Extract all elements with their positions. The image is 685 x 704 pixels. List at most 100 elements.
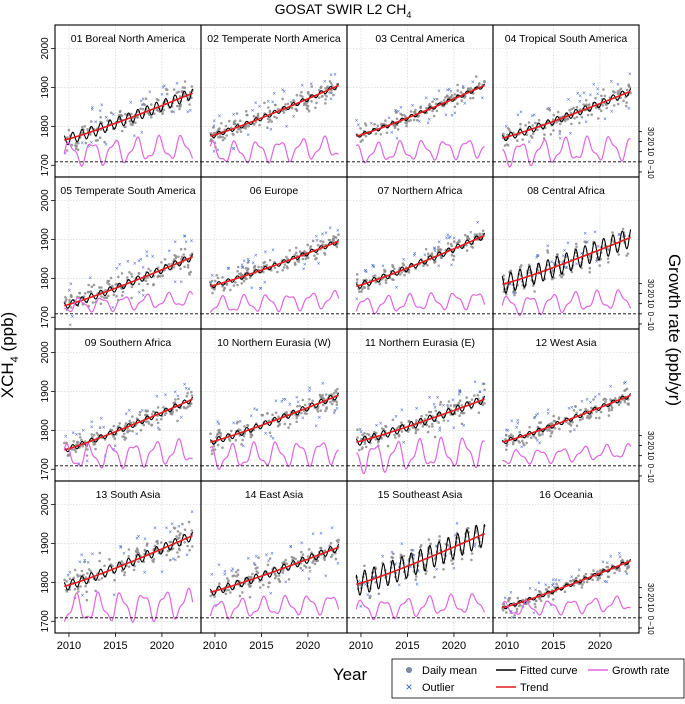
daily-mean-point [136, 115, 139, 119]
daily-mean-point [254, 120, 258, 124]
daily-mean-point [557, 417, 561, 421]
daily-mean-point [536, 425, 540, 429]
daily-mean-point [502, 274, 506, 277]
daily-mean-point [109, 111, 113, 115]
outlier-point: × [609, 385, 613, 391]
outlier-point: × [241, 444, 245, 450]
growth-tick-label: 10 [646, 299, 655, 308]
outlier-point: × [366, 593, 370, 599]
outlier-point: × [610, 109, 614, 115]
outlier-point: × [321, 382, 325, 388]
outlier-point: × [87, 144, 91, 150]
daily-mean-point [410, 548, 413, 552]
outlier-point: × [145, 250, 149, 256]
daily-mean-point [218, 582, 221, 585]
daily-mean-point [190, 529, 193, 532]
daily-mean-point [483, 402, 486, 405]
outlier-point: × [81, 593, 85, 599]
outlier-point: × [180, 416, 184, 422]
daily-mean-point [470, 398, 474, 401]
outlier-point: × [153, 526, 157, 532]
daily-mean-point [320, 95, 324, 98]
daily-mean-point [407, 119, 411, 123]
outlier-point: × [578, 94, 582, 100]
daily-mean-point [400, 430, 404, 433]
daily-mean-point [307, 109, 311, 113]
daily-mean-point [420, 414, 423, 418]
growth-rate-line [209, 135, 339, 164]
daily-mean-point [595, 410, 598, 414]
daily-mean-point [225, 589, 228, 592]
outlier-point: × [288, 403, 292, 409]
daily-mean-point [363, 286, 367, 289]
daily-mean-point [70, 295, 73, 299]
daily-mean-point [166, 549, 170, 553]
daily-mean-point [604, 398, 608, 401]
daily-mean-point [161, 274, 164, 278]
panel-16: ××××××××××××××××××××××××××16 Oceania [492, 480, 640, 634]
daily-mean-point [390, 555, 394, 559]
x-tick-label: 2015 [249, 640, 273, 652]
daily-mean-point [511, 442, 515, 446]
daily-mean-point [425, 106, 428, 110]
daily-mean-point [397, 433, 401, 437]
daily-mean-point [580, 115, 584, 119]
outlier-point: × [515, 426, 519, 432]
daily-mean-point [575, 411, 578, 415]
outlier-point: × [478, 390, 482, 396]
daily-mean-point [308, 398, 311, 401]
daily-mean-point [386, 444, 390, 448]
daily-mean-point [505, 448, 508, 452]
daily-mean-point [179, 247, 183, 251]
daily-mean-point [610, 408, 614, 412]
daily-mean-point [284, 558, 288, 562]
daily-mean-point [180, 255, 184, 259]
outlier-point: × [533, 416, 537, 422]
daily-mean-point [123, 424, 127, 428]
outlier-point: × [453, 111, 457, 117]
daily-mean-point [112, 293, 116, 297]
outlier-point: × [270, 552, 274, 558]
daily-mean-point [525, 441, 528, 445]
daily-mean-point [212, 126, 215, 129]
daily-mean-point [244, 127, 247, 130]
daily-mean-point [524, 124, 527, 127]
daily-mean-point [552, 419, 556, 423]
daily-mean-point [238, 272, 241, 276]
daily-mean-point [174, 398, 177, 401]
daily-mean-point [452, 258, 455, 262]
outlier-point: × [433, 246, 437, 252]
panel-title: 03 Central America [375, 33, 464, 45]
daily-mean-point [552, 414, 555, 418]
outlier-point: × [174, 558, 178, 564]
daily-mean-point [169, 558, 172, 562]
outlier-point: × [436, 396, 440, 402]
daily-mean-point [92, 283, 96, 287]
outlier-point: × [618, 552, 622, 558]
daily-mean-point [147, 422, 151, 425]
daily-mean-point [223, 136, 226, 140]
outlier-point: × [91, 106, 95, 112]
daily-mean-point [131, 122, 135, 125]
daily-mean-point [481, 229, 485, 233]
fitted-curve-line [209, 392, 340, 445]
outlier-point: × [302, 267, 306, 273]
outlier-point: × [532, 416, 536, 422]
y-tick-label: 1800 [40, 267, 51, 290]
daily-mean-point [141, 289, 145, 292]
daily-mean-point [132, 421, 135, 424]
daily-mean-point [422, 264, 425, 268]
daily-mean-point [283, 263, 287, 266]
outlier-point: × [82, 428, 86, 434]
outlier-point: × [156, 426, 160, 432]
daily-mean-point [209, 594, 212, 598]
outlier-point: × [216, 420, 220, 426]
daily-mean-point [181, 86, 185, 89]
daily-mean-point [384, 425, 388, 429]
x-tick-label: 2010 [57, 640, 81, 652]
daily-mean-point [570, 270, 574, 274]
daily-mean-point [157, 99, 160, 102]
outlier-point: × [246, 257, 250, 263]
daily-mean-point [248, 596, 252, 599]
daily-mean-point [624, 570, 627, 573]
